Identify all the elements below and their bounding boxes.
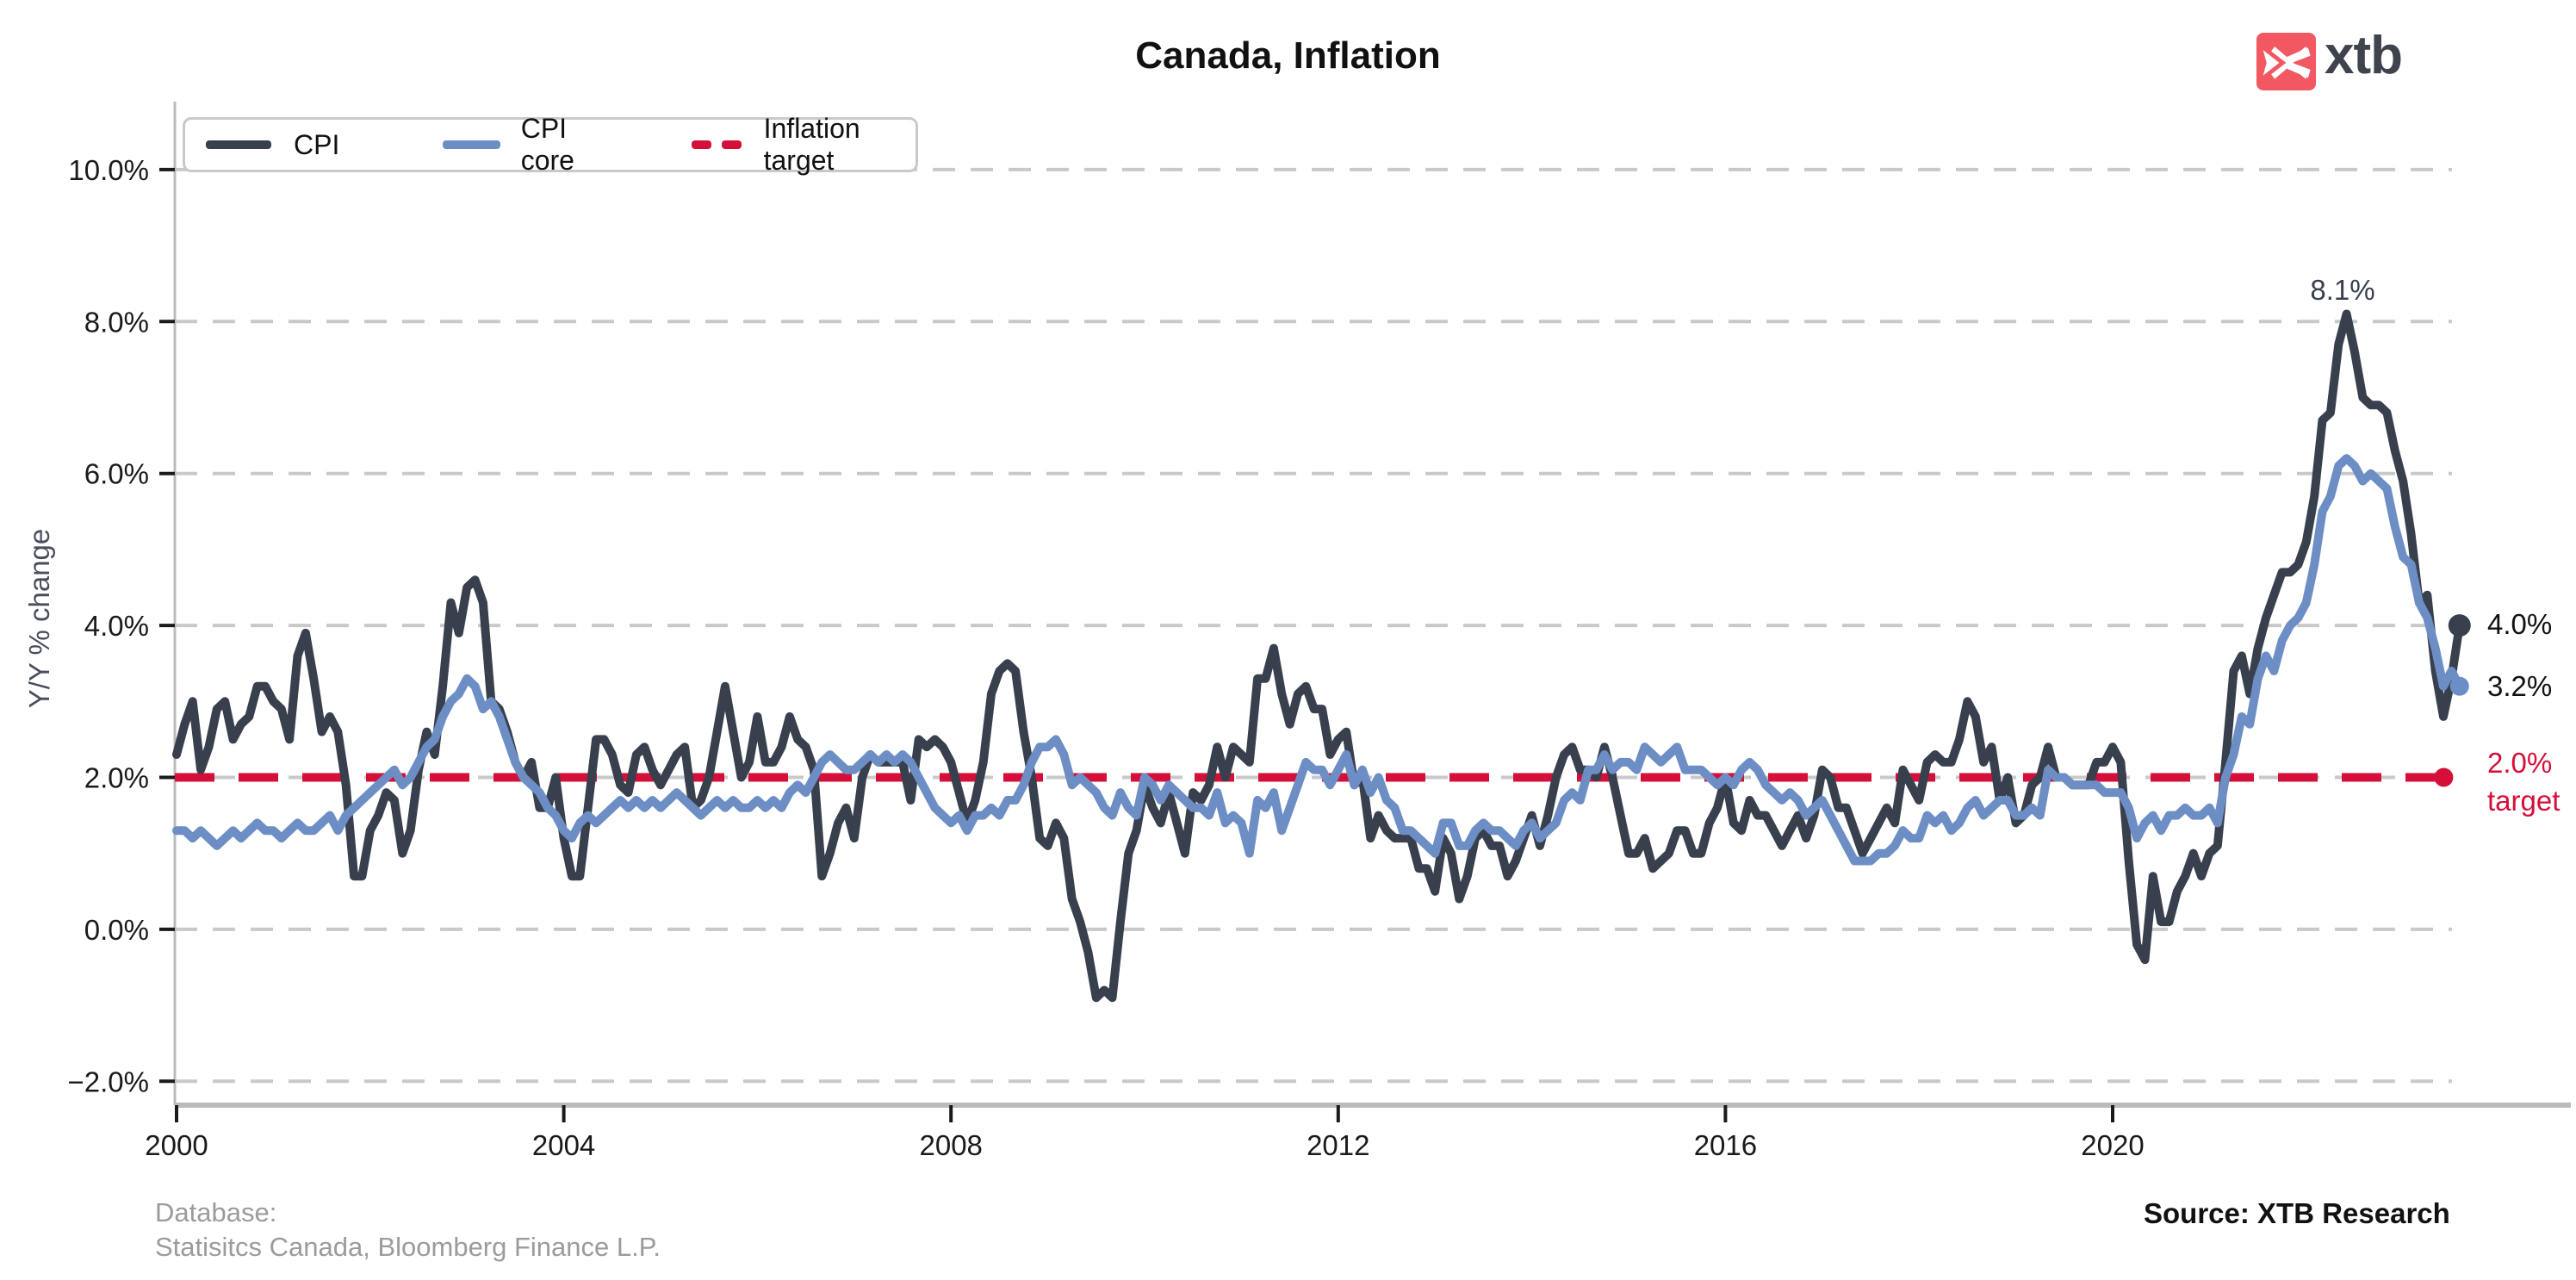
legend-label-cpi-core: CPI core xyxy=(520,113,574,176)
svg-text:2016: 2016 xyxy=(1694,1129,1757,1161)
target-annotation-word: target xyxy=(2487,785,2560,817)
core-end-annotation: 3.2% xyxy=(2487,670,2553,702)
cpi-line-swatch xyxy=(206,140,271,149)
legend-label-cpi: CPI xyxy=(294,128,340,160)
svg-text:8.0%: 8.0% xyxy=(84,306,149,338)
chart-title: Canada, Inflation xyxy=(1135,34,1441,77)
legend-item-inflation-target: Inflation target xyxy=(692,113,916,177)
target-dash-swatch-1 xyxy=(692,140,711,149)
target-annotation-value: 2.0% xyxy=(2487,747,2553,779)
svg-text:6.0%: 6.0% xyxy=(84,458,149,490)
legend-item-cpi: CPI xyxy=(206,129,339,161)
database-note: Database: Statisitcs Canada, Bloomberg F… xyxy=(155,1196,661,1264)
cpi-core-line-swatch xyxy=(443,140,500,149)
svg-text:2.0%: 2.0% xyxy=(84,762,149,794)
svg-text:2020: 2020 xyxy=(2081,1129,2144,1161)
target-annotation: 2.0% target xyxy=(2487,744,2560,820)
cpi-end-annotation: 4.0% xyxy=(2487,608,2553,640)
database-note-line1: Database: xyxy=(155,1197,277,1227)
peak-annotation: 8.1% xyxy=(2310,274,2375,306)
y-axis-label: Y/Y % change xyxy=(23,528,55,709)
svg-text:−2.0%: −2.0% xyxy=(68,1066,150,1097)
xtb-logo: xtb xyxy=(2256,29,2403,90)
svg-text:10.0%: 10.0% xyxy=(68,154,149,186)
source-note: Source: XTB Research xyxy=(2144,1197,2450,1229)
svg-text:2004: 2004 xyxy=(532,1129,595,1161)
legend: CPI CPI core Inflation target xyxy=(183,113,918,176)
database-note-line2: Statisitcs Canada, Bloomberg Finance L.P… xyxy=(155,1232,661,1262)
xtb-x-glyph xyxy=(2263,47,2311,79)
svg-text:4.0%: 4.0% xyxy=(84,610,149,642)
xtb-logo-text: xtb xyxy=(2325,26,2403,85)
svg-text:2008: 2008 xyxy=(919,1129,982,1161)
legend-label-inflation-target: Inflation target xyxy=(763,113,860,176)
xtb-logo-icon xyxy=(2256,33,2316,90)
svg-text:2012: 2012 xyxy=(1307,1129,1369,1161)
svg-text:0.0%: 0.0% xyxy=(84,914,149,946)
svg-text:2000: 2000 xyxy=(145,1129,208,1161)
legend-item-cpi-core: CPI core xyxy=(443,113,614,177)
target-dash-swatch-2 xyxy=(722,140,742,149)
